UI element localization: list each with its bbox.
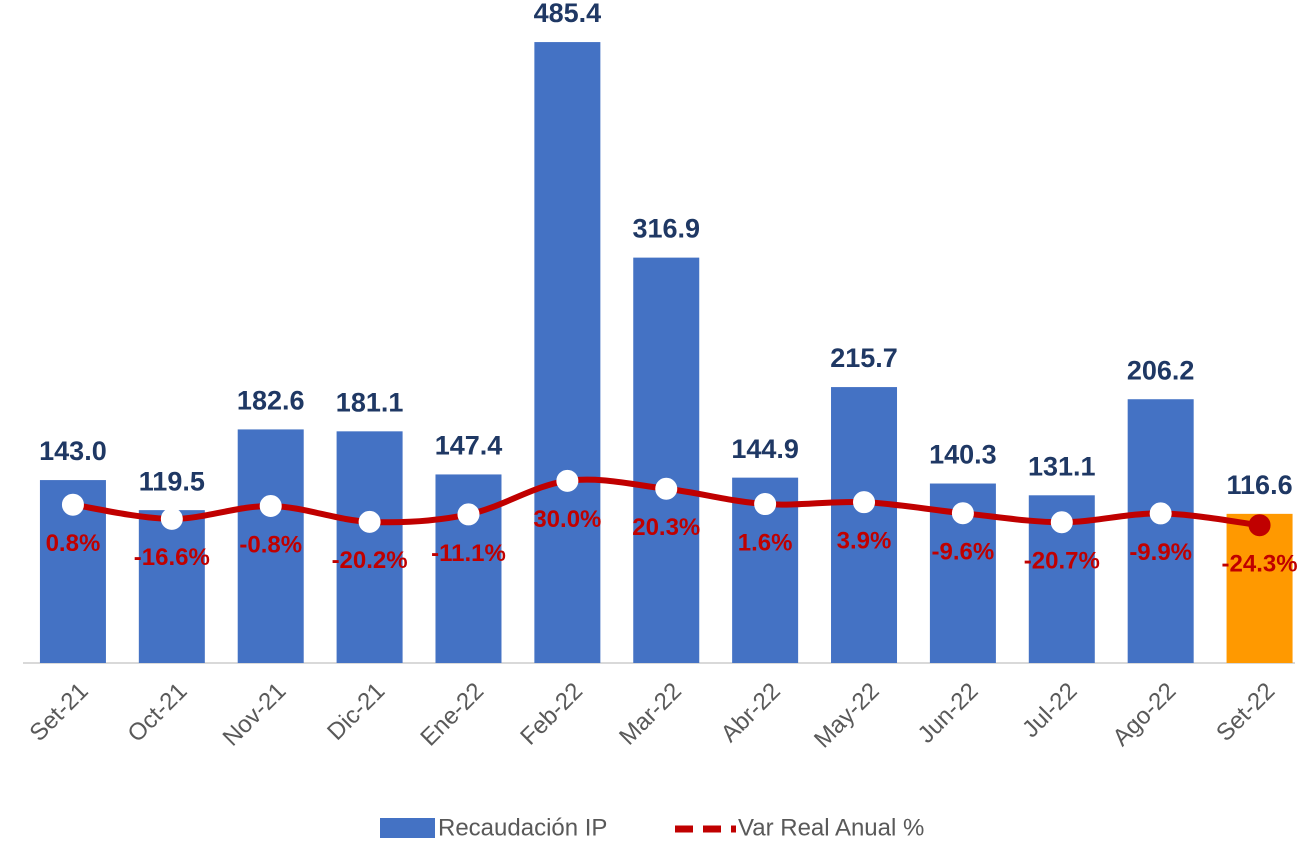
bar-value-label: 116.6 <box>1227 470 1293 500</box>
line-value-label: -11.1% <box>431 540 506 567</box>
bar-value-label: 215.7 <box>830 343 898 373</box>
line-marker <box>61 493 84 516</box>
x-tick-label: May-22 <box>809 678 885 754</box>
bar-value-label: 144.9 <box>731 434 799 464</box>
line-marker <box>358 510 381 533</box>
bar <box>336 431 403 663</box>
bar-value-label: 485.4 <box>534 0 602 28</box>
line-marker <box>1050 511 1073 534</box>
legend-swatch <box>380 818 435 838</box>
x-tick-label: Set-21 <box>25 678 94 747</box>
x-tick-label: Oct-21 <box>123 678 193 748</box>
line-value-label: 0.8% <box>46 530 101 557</box>
line-marker <box>655 477 678 500</box>
x-tick-label: Jun-22 <box>913 678 984 749</box>
bar <box>534 42 601 664</box>
line-value-label: -16.6% <box>134 544 210 571</box>
bar <box>435 474 502 663</box>
bar-value-label: 119.5 <box>139 466 205 496</box>
line-marker <box>1248 514 1271 537</box>
line-marker <box>160 507 183 530</box>
line-marker <box>556 469 579 492</box>
x-tick-label: Ene-22 <box>415 678 489 752</box>
x-tick-label: Mar-22 <box>614 678 687 751</box>
line-marker <box>853 491 876 514</box>
line-value-label: -0.8% <box>239 531 302 558</box>
line-value-label: -9.9% <box>1129 539 1192 566</box>
line-marker <box>457 503 480 526</box>
line-marker <box>951 502 974 525</box>
x-tick-label: Abr-22 <box>716 678 786 748</box>
bar-value-label: 143.0 <box>39 436 107 466</box>
line-marker <box>1149 502 1172 525</box>
bar <box>237 429 304 663</box>
bar-value-label: 182.6 <box>237 386 305 416</box>
x-tick-label: Ago-22 <box>1108 678 1182 752</box>
line-value-label: -24.3% <box>1222 551 1298 578</box>
line-marker <box>259 494 282 517</box>
bar-value-label: 316.9 <box>632 214 700 244</box>
x-tick-label: Dic-21 <box>322 678 390 746</box>
bar-value-label: 181.1 <box>336 387 404 417</box>
bar-value-label: 140.3 <box>929 440 997 470</box>
legend-label: Var Real Anual % <box>738 814 924 841</box>
x-tick-label: Nov-21 <box>218 678 292 752</box>
line-value-label: -20.7% <box>1024 548 1100 575</box>
bar <box>1226 513 1293 663</box>
line-value-label: 30.0% <box>533 506 601 533</box>
bar <box>831 387 898 663</box>
bar-value-label: 131.1 <box>1028 451 1096 481</box>
line-value-label: -9.6% <box>932 539 995 566</box>
bar-value-label: 206.2 <box>1127 355 1195 385</box>
line-marker <box>754 493 777 516</box>
line-value-label: -20.2% <box>332 547 408 574</box>
bar-value-label: 147.4 <box>435 431 503 461</box>
x-tick-label: Feb-22 <box>515 678 588 751</box>
line-value-label: 3.9% <box>837 528 892 555</box>
legend-label: Recaudación IP <box>438 814 607 841</box>
x-tick-label: Set-22 <box>1211 678 1280 747</box>
bar <box>633 257 700 663</box>
bar <box>138 510 205 663</box>
line-value-label: 20.3% <box>632 514 700 541</box>
line-value-label: 1.6% <box>738 529 793 556</box>
x-tick-label: Jul-22 <box>1017 678 1082 743</box>
bar <box>1127 399 1194 663</box>
